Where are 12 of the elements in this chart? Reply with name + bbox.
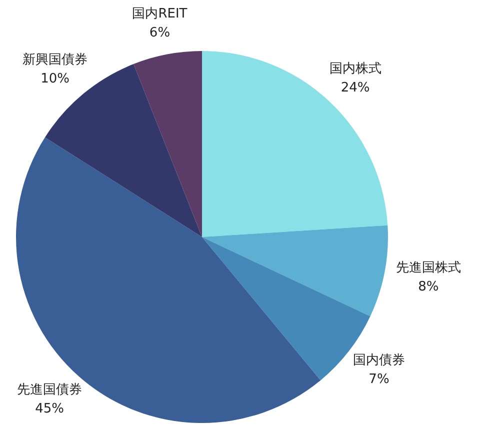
data-label: 6%: [149, 26, 170, 41]
slice-label: 国内債券: [352, 352, 405, 368]
slice-label: 新興国債券: [22, 52, 88, 68]
slice-label: 国内REIT: [132, 6, 188, 22]
slice-label: 先進国株式: [396, 260, 461, 276]
data-label: 24%: [340, 80, 370, 96]
data-label: 45%: [35, 402, 64, 417]
slice-label: 国内株式: [329, 62, 382, 77]
data-label: 10%: [40, 72, 70, 87]
data-label: 7%: [368, 372, 390, 387]
slice-label: 先進国債券: [17, 382, 82, 398]
data-label: 8%: [418, 280, 439, 295]
